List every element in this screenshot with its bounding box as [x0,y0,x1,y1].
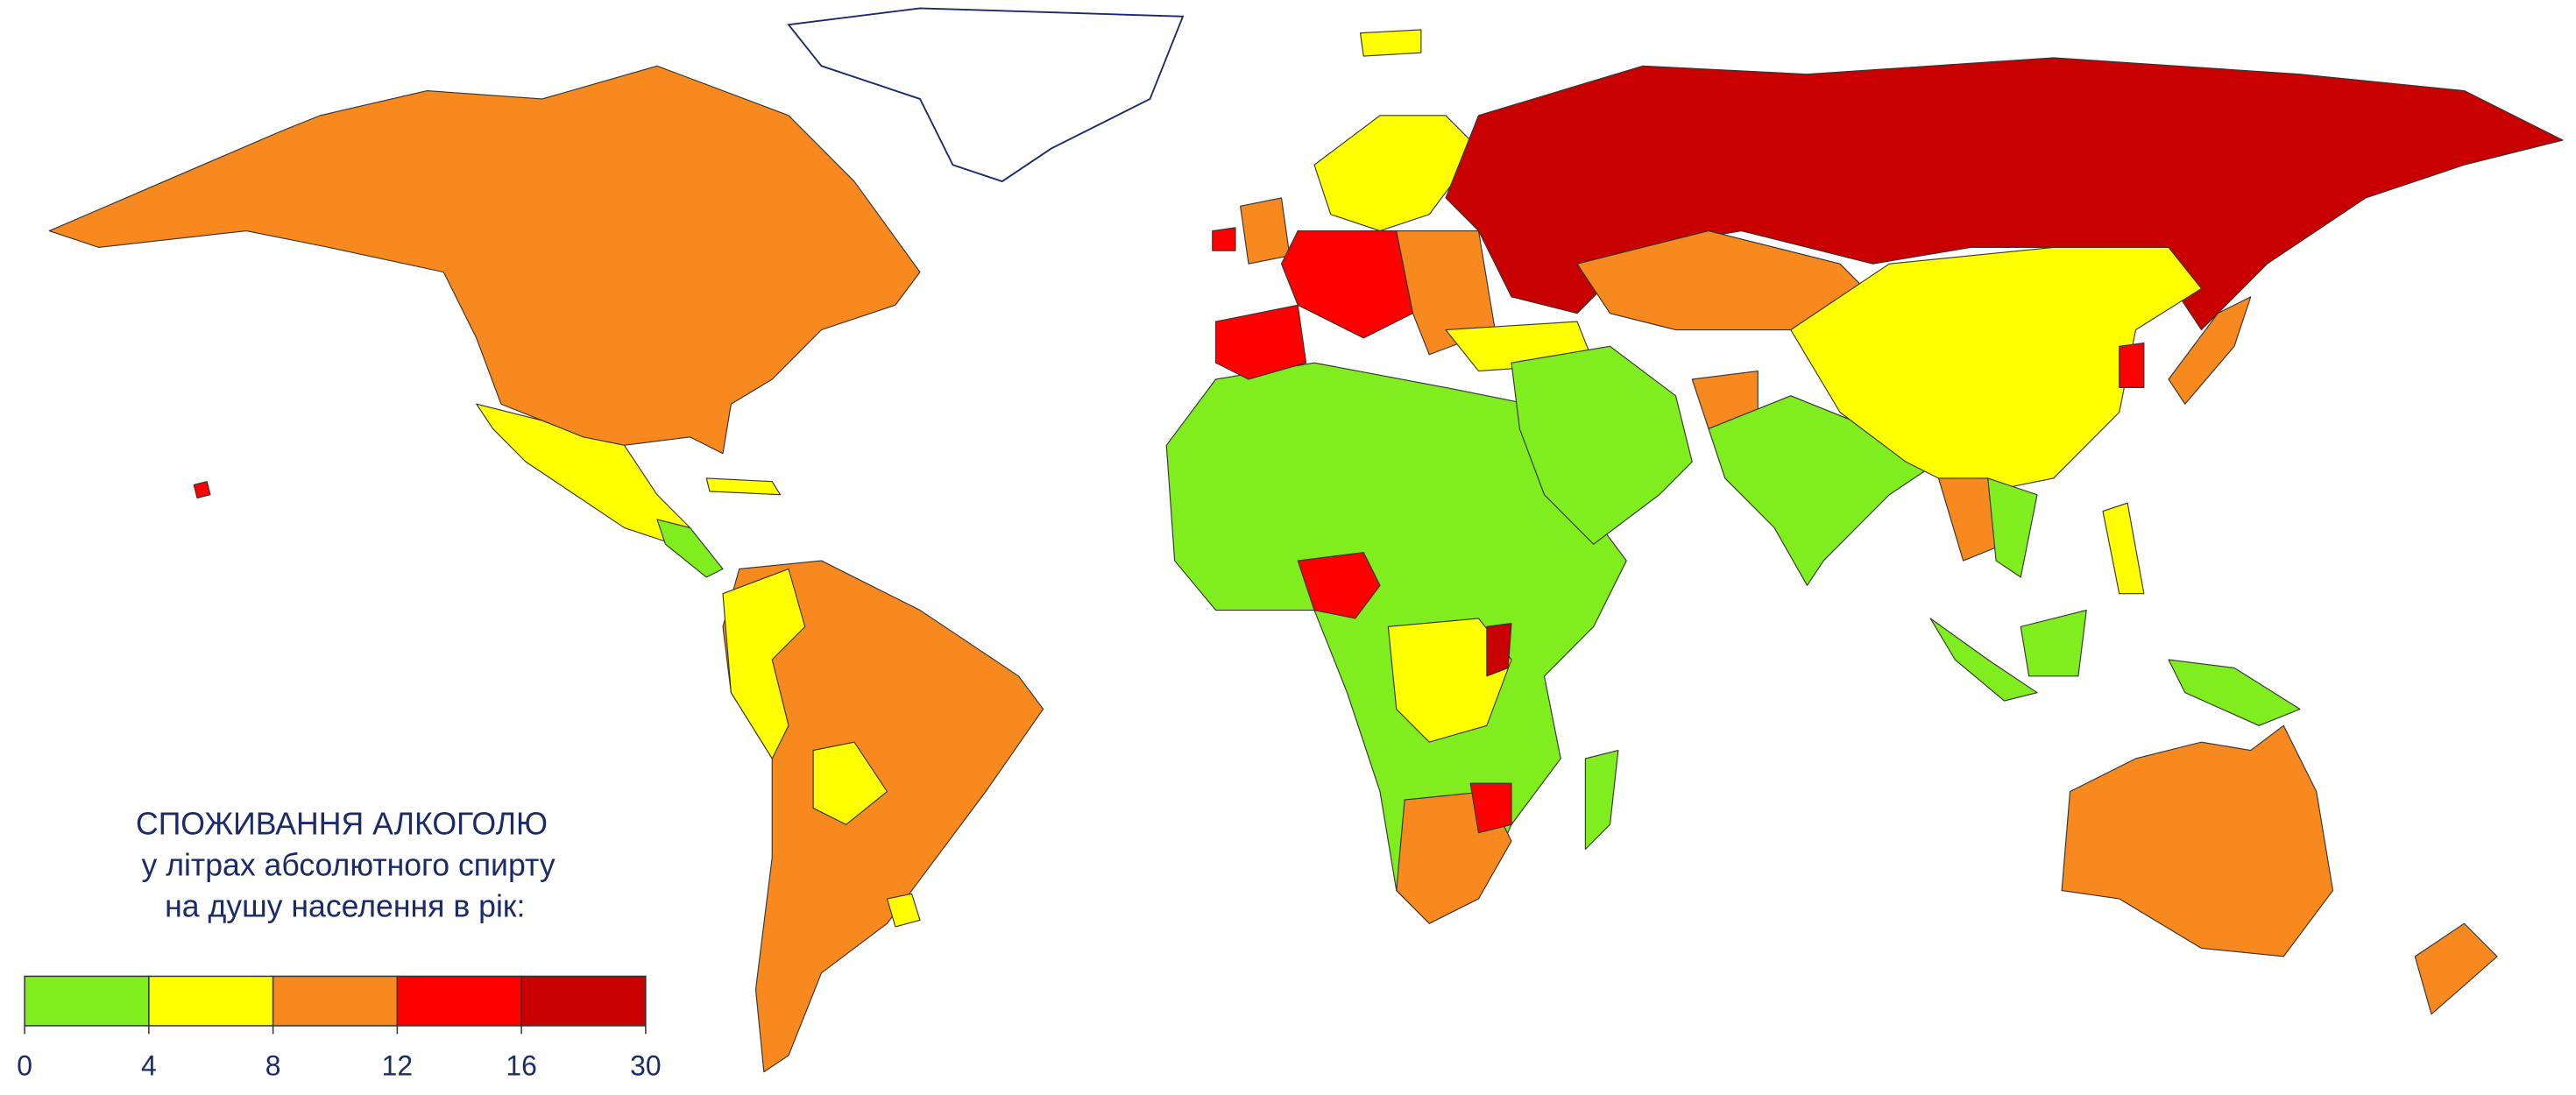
ireland [1212,227,1236,251]
korea [2119,343,2145,388]
legend-tick-label: 8 [265,1049,281,1081]
countries [48,7,2564,1073]
uk [1240,197,1291,265]
legend-tick-label: 16 [506,1049,536,1081]
legend: 0 4 8 12 16 30 [17,975,662,1081]
madagascar [1584,749,1619,851]
philippines [2102,502,2145,595]
japan [2168,296,2252,405]
western-europe [1280,230,1414,339]
uganda [1486,623,1512,677]
scandinavia [1313,115,1480,232]
zimbabwe [1469,782,1512,834]
caribbean [705,477,782,496]
legend-swatch [24,975,150,1027]
russia [1445,57,2564,331]
legend-tick-label: 4 [141,1049,157,1081]
australia [2061,724,2334,957]
nigeria [1297,552,1381,619]
new-zealand [2414,922,2498,1015]
indochina [1987,477,2038,578]
middle-east [1511,345,1693,545]
bolivia [812,741,888,825]
congo [1387,618,1512,743]
legend-swatch [520,975,647,1027]
legend-title: СПОЖИВАННЯ АЛКОГОЛЮ [136,806,548,841]
legend-subtitle: у літрах абсолютного спирту [141,848,555,883]
borneo [2020,609,2087,677]
andes-north [722,568,806,759]
legend-tick-label: 30 [630,1049,661,1081]
legend-swatch [272,975,399,1027]
new-guinea [2168,659,2301,726]
iberia [1214,304,1307,380]
hawaii [193,481,211,499]
legend-tick-label: 12 [382,1049,413,1081]
legend-swatch [148,975,274,1027]
north-america [48,65,921,455]
uruguay [886,893,921,928]
legend-swatch [396,975,522,1027]
sumatra-java [1929,618,2038,702]
greenland [787,7,1185,183]
legend-tick-label: 0 [17,1049,32,1081]
iceland [1359,29,1422,57]
central-america [656,519,724,578]
legend-subtitle: на душу населення в рік: [165,889,525,924]
